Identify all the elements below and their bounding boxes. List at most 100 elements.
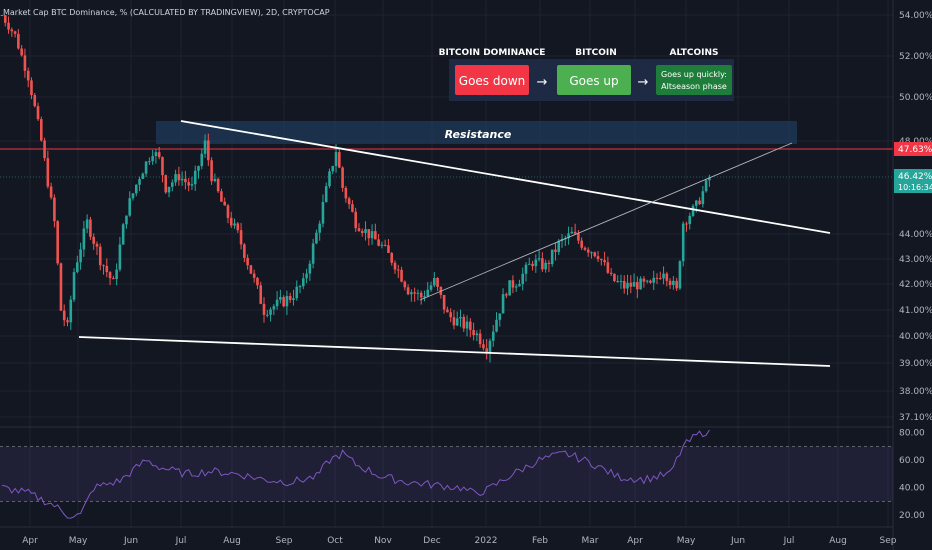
price-tick-label: 43.00% <box>899 255 932 265</box>
candle-body <box>423 296 426 298</box>
candle-body <box>282 297 285 307</box>
candle-body <box>557 240 561 252</box>
candle-body <box>685 223 688 225</box>
candle-body <box>292 298 295 300</box>
candle-body <box>220 191 223 202</box>
candle-body <box>338 152 341 168</box>
candle-body <box>207 140 210 161</box>
candle-body <box>390 252 394 263</box>
time-tick-label: Jul <box>175 536 187 546</box>
time-tick-label: Dec <box>423 536 440 546</box>
candle-body <box>649 280 652 283</box>
time-axis: Apr May Jun Jul Aug Sep Oct Nov Dec 2022 Feb Mar Apr… <box>22 536 897 546</box>
flow-box-altcoins <box>656 65 732 95</box>
candle-body <box>455 318 459 326</box>
candle-body <box>308 263 312 274</box>
rsi-tick-label: 60.00 <box>899 456 925 466</box>
rsi-pane: 80.00 60.00 40.00 20.00 <box>0 429 925 521</box>
candle-body <box>311 243 315 264</box>
candle-body <box>171 182 174 187</box>
candle-body <box>570 231 574 234</box>
candle-body <box>658 278 662 280</box>
upper-trendline <box>180 120 831 234</box>
time-tick-label: Nov <box>374 536 392 546</box>
candle-body <box>259 285 263 304</box>
candle-body <box>184 178 187 183</box>
last-price-label: 46.42% <box>898 172 932 182</box>
candle-body <box>334 152 338 167</box>
price-tick-label: 50.00% <box>899 93 932 103</box>
candle-body <box>383 244 387 246</box>
resistance-price-tag <box>894 142 932 156</box>
candle-body <box>495 319 498 332</box>
candle-body <box>446 309 449 313</box>
time-tick-label: Aug <box>223 536 241 546</box>
candle-body <box>108 272 112 279</box>
candle-body <box>590 252 593 254</box>
candle-body <box>167 186 171 193</box>
candle-body <box>174 174 177 183</box>
candle-body <box>69 299 73 323</box>
flow-box-altcoins-line2: Altseason phase <box>661 82 727 91</box>
candle-body <box>668 280 672 286</box>
candle-body <box>177 174 181 181</box>
flow-arrow-1: → <box>537 75 548 90</box>
candle-body <box>85 219 89 229</box>
candle-body <box>626 282 629 289</box>
candle-body <box>521 273 525 285</box>
price-tick-label: 41.00% <box>899 306 932 316</box>
candle-body <box>321 201 325 224</box>
price-tick-label: 39.00% <box>899 359 932 369</box>
candle-body <box>239 230 243 245</box>
candle-body <box>701 191 705 205</box>
time-tick-label: Feb <box>532 536 548 546</box>
candle-body <box>472 329 475 336</box>
candle-body <box>662 273 665 279</box>
candle-body <box>524 264 528 274</box>
candle-body <box>547 262 551 265</box>
candle-body <box>577 233 580 241</box>
candle-body <box>606 262 610 273</box>
price-tick-label: 54.00% <box>899 11 932 21</box>
candles <box>0 15 711 363</box>
candle-body <box>665 273 669 281</box>
candle-body <box>514 286 518 288</box>
candle-body <box>305 273 308 279</box>
candle-body <box>92 236 95 244</box>
resistance-zone <box>156 121 797 144</box>
candle-body <box>115 269 118 280</box>
candle-body <box>328 171 331 187</box>
candle-body <box>43 140 46 159</box>
candle-body <box>622 281 626 289</box>
resistance-label: Resistance <box>445 128 512 141</box>
candle-body <box>652 277 656 283</box>
candle-body <box>508 280 511 296</box>
grid <box>0 0 893 527</box>
candle-body <box>272 306 276 310</box>
time-tick-label: May <box>69 536 88 546</box>
candle-body <box>331 166 335 172</box>
candle-body <box>419 292 423 298</box>
candle-body <box>229 217 233 226</box>
candle-body <box>10 29 14 32</box>
candle-body <box>269 309 272 315</box>
candle-body <box>125 215 128 225</box>
candle-body <box>364 229 367 233</box>
candle-body <box>704 180 708 192</box>
candle-body <box>459 316 462 319</box>
candle-body <box>82 228 86 250</box>
candle-body <box>318 223 321 233</box>
candle-body <box>46 158 50 187</box>
candle-body <box>164 175 168 193</box>
time-tick-label: Sep <box>276 536 293 546</box>
candle-body <box>642 278 646 282</box>
candle-body <box>180 178 184 181</box>
candle-body <box>550 249 554 265</box>
candle-body <box>518 284 521 287</box>
candle-body <box>285 296 289 307</box>
candle-body <box>360 231 364 233</box>
candle-body <box>429 285 433 290</box>
flow-header-dominance: BITCOIN DOMINANCE <box>439 48 546 58</box>
candle-body <box>157 152 161 158</box>
candle-body <box>387 245 390 253</box>
